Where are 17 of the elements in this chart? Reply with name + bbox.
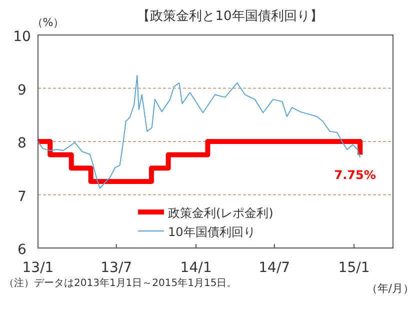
legend-label: 10年国債利回り bbox=[168, 225, 256, 239]
y-tick-label: 9 bbox=[18, 82, 26, 98]
y-tick-label: 10 bbox=[13, 29, 31, 45]
x-tick-label: 14/1 bbox=[180, 260, 212, 276]
y-tick-label: 8 bbox=[18, 136, 26, 152]
x-tick-label: 15/1 bbox=[338, 260, 370, 276]
x-tick-label: 14/7 bbox=[258, 260, 290, 276]
x-tick-label: 13/7 bbox=[100, 260, 132, 276]
x-tick-label: 13/1 bbox=[22, 260, 54, 276]
text: （注）データは2013年1月1日～2015年1月15日。 bbox=[4, 277, 237, 289]
x-axis-title: （年/月） bbox=[366, 282, 414, 295]
y-axis-title: （%） bbox=[32, 16, 64, 29]
y-tick-label: 7 bbox=[18, 188, 26, 205]
y-tick-label: 6 bbox=[18, 242, 27, 258]
annotation: 7.75% bbox=[334, 168, 376, 182]
chart-title: 【政策金利と10年国債利回り】 bbox=[137, 9, 323, 24]
legend-label: 政策金利(レポ金利) bbox=[168, 206, 274, 220]
